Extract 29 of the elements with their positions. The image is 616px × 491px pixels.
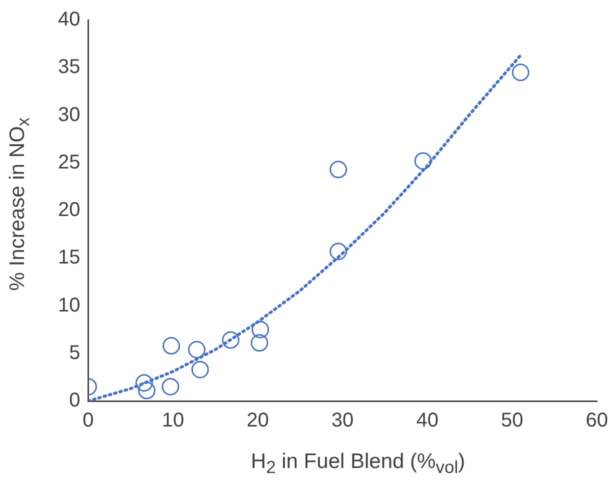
point <box>162 337 180 355</box>
x-axis-title: H$_{2}$ in Fuel Blend (%$_{vol}$) <box>250 450 466 478</box>
y-tick-label: 15 <box>58 246 80 269</box>
y-tick-label: 20 <box>58 199 80 222</box>
point <box>222 331 240 349</box>
x-tick-label: 30 <box>331 410 354 432</box>
x-tick-label: 20 <box>246 410 269 432</box>
point <box>138 382 156 400</box>
y-tick-label: 25 <box>58 151 80 174</box>
point <box>191 360 209 378</box>
y-tick-label: 0 <box>69 390 80 412</box>
y-tick-label: 30 <box>58 104 80 126</box>
x-tick-label: 40 <box>416 410 438 432</box>
point <box>188 340 206 358</box>
y-tick-label: 5 <box>69 342 80 364</box>
point <box>162 378 180 396</box>
y-tick-label: 35 <box>58 56 80 78</box>
point <box>252 320 270 338</box>
point <box>330 242 348 260</box>
y-tick-label: 10 <box>58 294 80 316</box>
point <box>330 160 348 178</box>
point <box>250 334 268 352</box>
x-tick-label: 60 <box>586 410 608 432</box>
point <box>512 64 530 82</box>
point <box>414 152 432 170</box>
y-tick-label: 40 <box>58 8 80 31</box>
x-tick-label: 50 <box>500 410 524 432</box>
point <box>135 374 153 392</box>
x-tick-label: 10 <box>162 410 184 432</box>
